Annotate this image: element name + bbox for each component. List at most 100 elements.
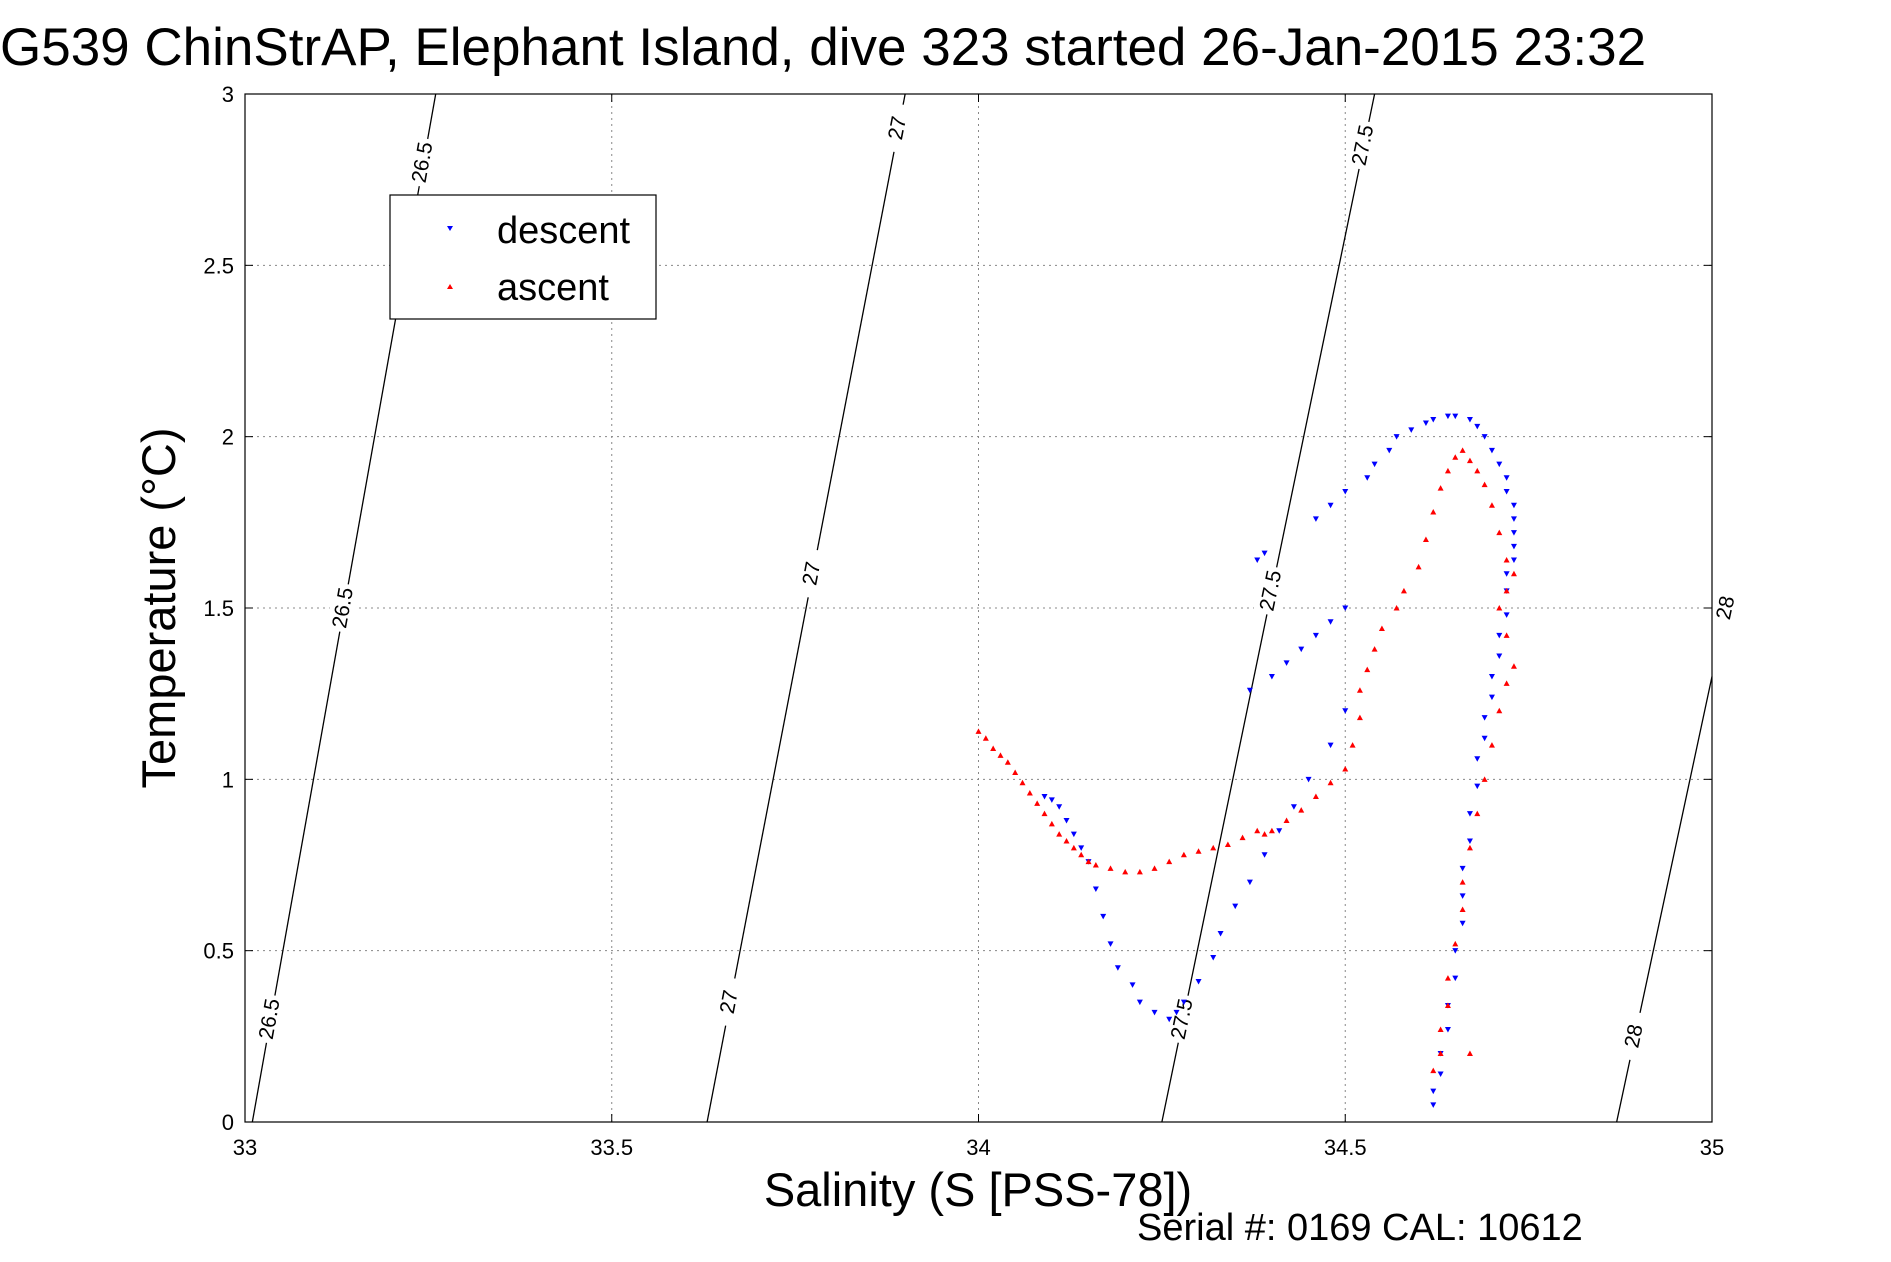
ascent-point [1415, 563, 1422, 570]
ascent-point [1004, 759, 1011, 765]
descent-point [1173, 1009, 1180, 1016]
ascent-point [1056, 831, 1063, 837]
ascent-point [1459, 906, 1466, 913]
descent-point [1444, 1026, 1451, 1033]
ascent-point [1474, 810, 1481, 817]
ascent-point [1422, 536, 1429, 542]
descent-point [1510, 502, 1517, 509]
ascent-point [1474, 467, 1481, 474]
ascent-point [1503, 587, 1510, 594]
ascent-point [1444, 975, 1451, 981]
descent-point [1041, 793, 1048, 800]
ascent-point [1063, 838, 1070, 844]
descent-point [1246, 687, 1253, 694]
ascent-point [1466, 844, 1473, 851]
ascent-point [1496, 605, 1503, 611]
descent-point [1327, 619, 1334, 625]
descent-point [1474, 423, 1481, 430]
descent-point [1422, 420, 1429, 426]
ascent-point [1349, 742, 1356, 748]
ascent-point [1459, 879, 1466, 885]
ascent-point [1019, 779, 1026, 786]
ascent-point [1268, 827, 1275, 834]
ascent-point [1085, 858, 1092, 865]
ascent-point [982, 735, 989, 741]
legend-box [389, 194, 657, 320]
x-tick-label: 33.5 [590, 1135, 633, 1160]
descent-point [1408, 427, 1415, 433]
descent-point [1386, 447, 1393, 454]
descent-point [1048, 797, 1055, 803]
ascent-point [1503, 680, 1510, 686]
ascent-point [1048, 820, 1055, 827]
ascent-point [997, 752, 1004, 758]
descent-point [1481, 735, 1488, 742]
ascent-point [1503, 632, 1510, 638]
ascent-point [1034, 800, 1041, 806]
ascent-point [1481, 481, 1488, 488]
isopycnal-line [706, 93, 906, 1123]
descent-point [1430, 417, 1437, 423]
ascent-point [1496, 529, 1503, 536]
descent-point [1452, 413, 1459, 420]
ascent-point [1444, 1002, 1451, 1008]
descent-point [1166, 1016, 1173, 1023]
descent-point [1503, 612, 1510, 618]
isopycnal-label: 28 [1712, 594, 1739, 622]
descent-point [1459, 920, 1466, 927]
descent-point [1151, 1009, 1158, 1016]
isopycnal-label-background [1707, 581, 1744, 634]
descent-point [1474, 756, 1481, 762]
ascent-point [1481, 776, 1488, 782]
descent-point [1371, 461, 1378, 468]
isopycnal-label-background [1253, 564, 1289, 617]
ascent-point [1342, 766, 1349, 772]
ascent-point [1437, 1026, 1444, 1032]
descent-point [1305, 776, 1312, 783]
x-axis-label: Salinity (S [PSS-78]) [764, 1163, 1192, 1216]
descent-point [1496, 461, 1503, 468]
descent-point [1290, 804, 1297, 810]
ascent-point [1078, 851, 1085, 858]
ascent-point [1327, 779, 1334, 786]
ascent-point [1312, 793, 1319, 799]
x-tick-label: 34 [966, 1135, 990, 1160]
ascent-point [1254, 827, 1261, 834]
descent-point [1466, 838, 1473, 845]
descent-point [1342, 708, 1349, 714]
ascent-point [1430, 1067, 1437, 1074]
descent-point [1452, 948, 1459, 954]
descent-point [1283, 660, 1290, 666]
descent-point [1474, 783, 1481, 790]
descent-point [1466, 417, 1473, 423]
x-tick-label: 35 [1700, 1135, 1724, 1160]
isopycnal-label: 27 [716, 988, 743, 1015]
descent-point [1488, 674, 1495, 680]
ascent-point [975, 728, 982, 734]
ascent-point [1503, 557, 1510, 563]
descent-point [1452, 975, 1459, 982]
ascent-point [1496, 707, 1503, 714]
data-points [975, 413, 1517, 1108]
descent-point [1276, 828, 1283, 834]
descent-point [1092, 886, 1099, 892]
y-tick-label: 0.5 [203, 939, 234, 964]
isopycnal-label: 28 [1620, 1022, 1647, 1050]
y-tick-label: 1 [222, 767, 234, 792]
ascent-point [1459, 447, 1466, 453]
ascent-point [1452, 454, 1459, 460]
ascent-point [990, 745, 997, 751]
legend: descent ascent [389, 194, 657, 320]
ascent-point [1393, 605, 1400, 611]
ascent-point [1298, 807, 1305, 813]
ascent-point [1195, 848, 1202, 854]
ascent-point [1026, 790, 1033, 796]
descent-point [1503, 475, 1510, 481]
isopycnal-label-background [1164, 992, 1200, 1046]
descent-point [1488, 447, 1495, 454]
ascent-point [1510, 570, 1517, 577]
descent-point [1481, 715, 1488, 721]
ascent-point [1371, 646, 1378, 652]
ascent-point [1239, 834, 1246, 841]
